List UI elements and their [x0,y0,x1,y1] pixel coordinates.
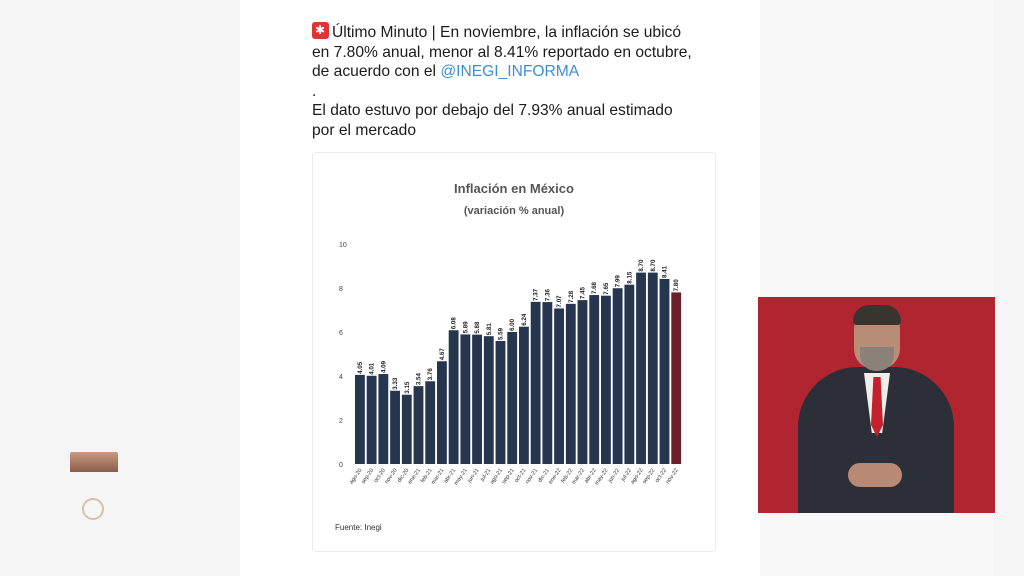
bar-ago-20 [355,374,365,464]
bar-feb-21 [425,381,436,464]
data-label: 8.70 [638,259,645,272]
data-label: 7.80 [673,279,680,292]
bar-jun-22 [612,288,623,464]
interpreter-hair [853,305,901,325]
data-label: 8.41 [661,265,668,278]
bar-mar-22 [577,300,588,464]
x-tick-label: sep-21 [501,468,516,485]
data-label: 6.00 [509,318,516,331]
sign-language-interpreter [758,297,995,513]
bar-may-21 [460,334,471,464]
data-label: 3.54 [415,373,422,386]
bar-oct-20 [378,374,389,464]
tweet-line-1: Último Minuto | En noviembre, la inflaci… [332,24,682,41]
data-label: 4.01 [369,362,376,375]
data-label: 5.89 [462,321,469,334]
bar-ago-21 [495,341,506,464]
interpreter-tie [871,377,883,437]
bar-dic-21 [542,302,553,464]
bar-ene-21 [413,386,424,464]
bar-oct-22 [659,278,670,464]
chart-title: Inflación en México [454,181,574,196]
x-tick-label: ene-21 [407,468,422,486]
y-tick-label: 8 [339,286,343,293]
x-tick-label: ene-22 [548,468,563,486]
data-label: 7.65 [603,282,610,295]
x-tick-label: sep-20 [361,468,376,485]
bar-sep-20 [366,375,377,464]
national-seal-icon [82,498,104,520]
x-tick-label: nov-21 [525,468,540,485]
y-tick-label: 2 [339,418,343,425]
bar-abr-22 [589,295,600,464]
x-tick-label: nov-22 [665,468,680,485]
bar-sep-22 [647,272,658,464]
x-tick-label: jun-22 [607,468,621,485]
bar-nov-21 [530,301,541,464]
data-label: 7.36 [544,288,551,301]
x-tick-label: jun-21 [466,468,480,485]
data-label: 7.07 [556,295,563,308]
data-label: 5.81 [486,323,493,336]
data-label: 4.05 [357,361,364,374]
tweet-dot: . [312,82,317,100]
bar-ago-22 [636,272,646,464]
y-tick-label: 10 [339,242,347,249]
bar-ene-22 [554,308,564,464]
data-label: 5.59 [497,327,504,340]
bar-sep-21 [507,332,518,464]
bar-abr-21 [448,330,459,464]
x-tick-label: nov-20 [384,468,399,485]
interpreter-hands [848,463,902,487]
bar-nov-20 [390,390,400,464]
data-label: 6.24 [521,313,528,326]
tweet-text: Último Minuto | En noviembre, la inflaci… [312,22,722,141]
inflation-bar-chart: 02468104.05ago-204.01sep-204.09oct-203.3… [339,242,682,486]
data-label: 7.99 [615,275,622,288]
bar-oct-21 [519,326,529,464]
heroes-figures-icon [70,452,118,472]
bar-dic-20 [401,394,412,464]
y-tick-label: 0 [339,462,343,469]
interpreter-beard [860,347,894,371]
data-label: 7.68 [591,281,598,294]
bar-nov-22 [671,292,682,464]
left-strip [0,0,240,576]
tweet-line-5: por el mercado [312,121,417,139]
government-logo [66,440,122,524]
mention-link[interactable]: @INEGI_INFORMA [440,63,580,81]
bar-jun-21 [472,334,482,464]
data-label: 7.28 [568,290,575,303]
bar-jul-22 [624,284,635,464]
data-label: 3.15 [404,381,411,394]
bar-mar-21 [437,361,447,464]
data-label: 4.67 [439,348,446,361]
data-label: 7.45 [579,286,586,299]
bar-jul-21 [483,336,494,464]
chart-card[interactable]: Inflación en México (variación % anual) … [312,152,716,552]
data-label: 7.37 [533,288,540,301]
bar-may-22 [601,295,611,464]
data-label: 4.09 [380,360,387,373]
bar-feb-22 [565,303,576,464]
y-tick-label: 6 [339,330,343,337]
y-tick-label: 4 [339,374,343,381]
chart-source: Fuente: Inegi [335,523,382,532]
chart-subtitle: (variación % anual) [463,205,565,217]
data-label: 3.33 [392,377,399,390]
tweet-line-3: de acuerdo con el [312,63,441,81]
data-label: 5.88 [474,321,481,334]
data-label: 8.15 [626,271,633,284]
x-tick-label: sep-22 [642,468,657,485]
right-strip [994,0,1024,576]
data-label: 8.70 [650,259,657,272]
siren-icon [312,22,329,39]
data-label: 3.76 [427,368,434,381]
data-label: 6.08 [451,317,458,330]
tweet-line-4: El dato estuvo por debajo del 7.93% anua… [312,102,673,120]
tweet-line-2: en 7.80% anual, menor al 8.41% reportado… [312,43,692,61]
